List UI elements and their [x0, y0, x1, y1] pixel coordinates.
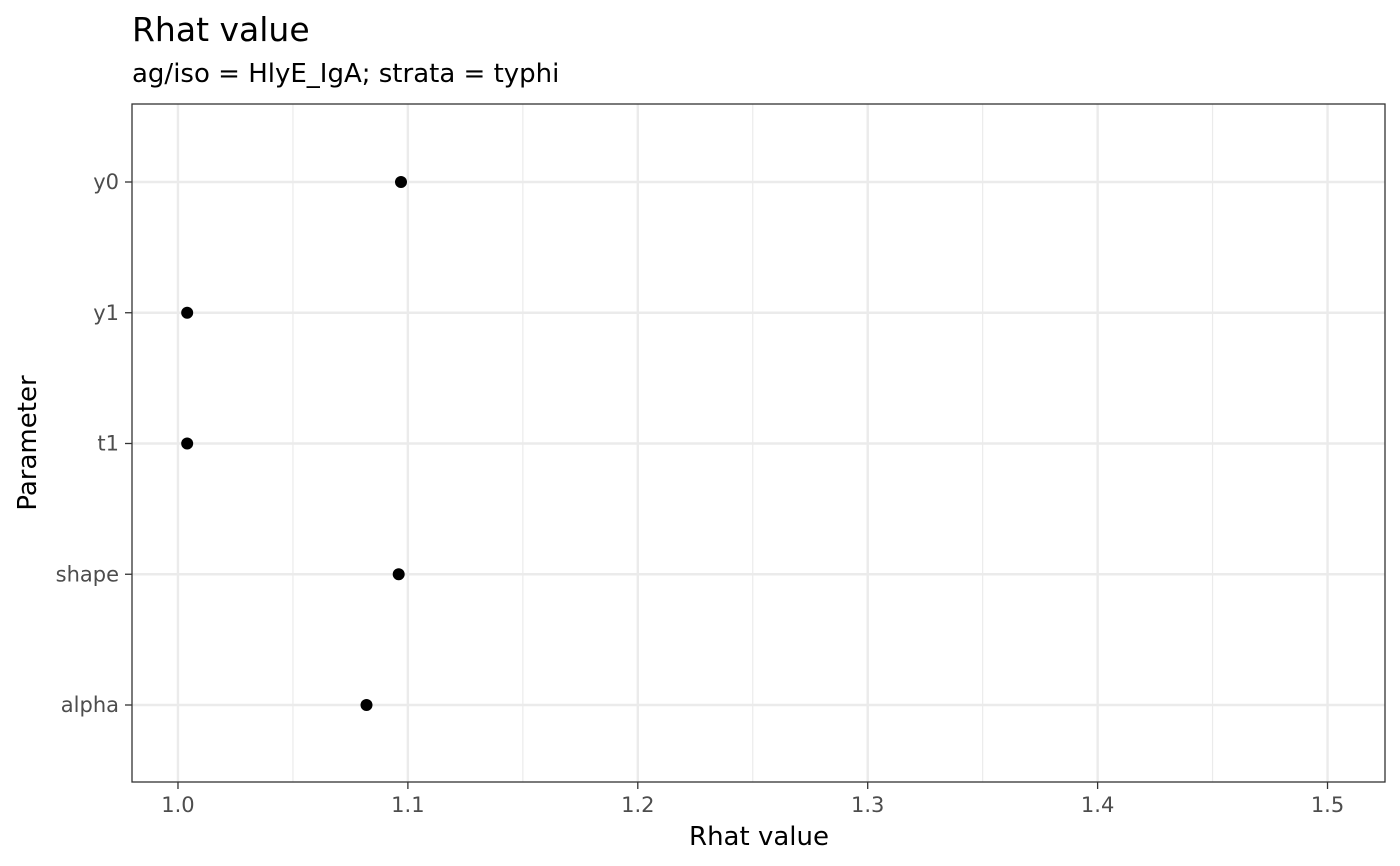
point-y1 [181, 306, 194, 319]
x-tick-label: 1.5 [1311, 793, 1344, 817]
plot-panel [131, 103, 1386, 783]
x-tick-label: 1.0 [161, 793, 194, 817]
y-tick-label-shape: shape [56, 562, 119, 586]
x-tick-label: 1.2 [621, 793, 654, 817]
data-points [181, 176, 407, 711]
chart-title: Rhat value [132, 10, 310, 49]
x-axis: 1.0 1.1 1.2 1.3 1.4 1.5 [161, 782, 1344, 817]
y-axis: y0 y1 t1 shape alpha [56, 170, 132, 717]
y-tick-label-y1: y1 [93, 301, 119, 325]
x-tick-label: 1.1 [391, 793, 424, 817]
x-axis-title: Rhat value [689, 822, 829, 852]
point-y0 [394, 176, 407, 188]
x-tick-label: 1.3 [851, 793, 884, 817]
y-tick-label-alpha: alpha [61, 693, 119, 717]
point-shape [392, 568, 405, 581]
y-axis-title: Parameter [13, 375, 43, 511]
point-alpha [360, 699, 373, 711]
x-tick-label: 1.4 [1081, 793, 1114, 817]
major-gridlines [132, 104, 1385, 782]
chart-subtitle: ag/iso = HlyE_IgA; strata = typhi [132, 59, 559, 89]
y-tick-label-t1: t1 [97, 432, 119, 456]
point-t1 [181, 437, 194, 450]
y-tick-label-y0: y0 [93, 170, 119, 194]
